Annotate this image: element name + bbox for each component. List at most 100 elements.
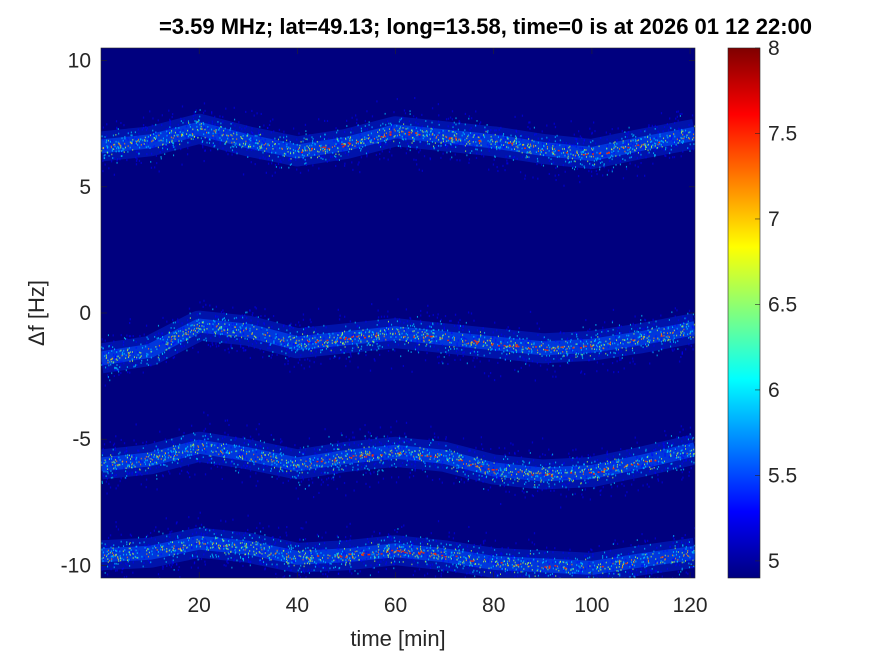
trace-speckle [108, 364, 110, 367]
trace-speckle [117, 355, 119, 358]
trace-speckle [682, 330, 684, 333]
trace-speckle [675, 117, 677, 120]
trace-speckle [174, 148, 176, 151]
trace-speckle [446, 136, 448, 139]
trace-speckle [119, 480, 121, 483]
trace-speckle [598, 145, 600, 148]
trace-speckle [515, 351, 518, 354]
trace-speckle [215, 132, 217, 134]
trace-speckle [644, 318, 646, 321]
trace-speckle [328, 158, 330, 161]
trace-speckle [475, 124, 477, 127]
trace-speckle [491, 138, 493, 141]
trace-speckle [676, 115, 678, 118]
trace-speckle [641, 144, 643, 146]
trace-speckle [224, 127, 226, 130]
trace-speckle [249, 337, 251, 340]
trace-hotspot [349, 142, 352, 145]
trace-speckle [135, 144, 137, 147]
trace-speckle [559, 144, 561, 147]
trace-speckle [327, 334, 329, 337]
trace-speckle [625, 152, 627, 154]
trace-speckle [622, 478, 624, 481]
trace-speckle [270, 433, 273, 437]
trace-speckle [186, 349, 188, 352]
trace-speckle [221, 437, 224, 440]
trace-speckle [111, 360, 113, 363]
trace-speckle [594, 338, 597, 341]
trace-speckle [111, 149, 113, 152]
trace-speckle [271, 353, 273, 356]
trace-speckle [360, 136, 362, 139]
trace-speckle [260, 145, 262, 147]
trace-speckle [197, 327, 199, 330]
trace-speckle [374, 342, 377, 345]
trace-speckle [451, 130, 453, 133]
trace-speckle [443, 142, 445, 146]
trace-speckle [377, 142, 379, 144]
trace-speckle [313, 470, 316, 473]
trace-speckle [199, 109, 201, 111]
trace-speckle [581, 163, 583, 166]
trace-speckle [371, 143, 373, 146]
trace-speckle [242, 346, 244, 350]
trace-speckle [412, 324, 414, 327]
trace-speckle [498, 133, 501, 136]
trace-speckle [546, 146, 548, 148]
trace-speckle [132, 364, 134, 367]
trace-speckle [529, 150, 531, 153]
trace-speckle [310, 334, 312, 337]
trace-speckle [390, 426, 392, 429]
trace-speckle [438, 114, 440, 117]
trace-speckle [682, 436, 684, 439]
trace-speckle [672, 332, 674, 334]
trace-speckle [426, 475, 429, 478]
trace-speckle [372, 141, 374, 144]
trace-speckle [667, 326, 669, 329]
trace-speckle [453, 339, 455, 341]
trace-speckle [341, 334, 343, 337]
trace-speckle [141, 346, 144, 349]
trace-speckle [131, 473, 133, 476]
trace-speckle [659, 143, 661, 145]
trace-speckle [412, 115, 415, 118]
trace-speckle [640, 465, 643, 468]
trace-speckle [535, 465, 537, 468]
trace-speckle [288, 159, 290, 162]
trace-speckle [495, 349, 498, 352]
trace-speckle [289, 327, 291, 330]
trace-speckle [302, 333, 304, 335]
trace-speckle [568, 161, 570, 164]
trace-speckle [356, 343, 358, 345]
trace-speckle [271, 451, 273, 454]
trace-speckle [362, 335, 364, 338]
trace-speckle [277, 145, 279, 148]
trace-speckle [533, 146, 535, 148]
trace-speckle [282, 154, 284, 157]
trace-speckle [443, 323, 445, 326]
trace-speckle [190, 324, 192, 327]
trace-speckle [126, 159, 128, 162]
trace-speckle [207, 461, 209, 464]
trace-speckle [425, 345, 427, 347]
trace-speckle [345, 365, 347, 368]
trace-speckle [568, 143, 571, 146]
trace-speckle [568, 360, 570, 362]
trace-speckle [526, 337, 528, 340]
trace-speckle [654, 124, 656, 127]
trace-speckle [180, 456, 183, 459]
trace-speckle [118, 142, 120, 145]
trace-speckle [417, 133, 419, 136]
trace-speckle [663, 335, 665, 337]
trace-speckle [514, 368, 516, 371]
trace-speckle [383, 330, 385, 333]
trace-speckle [172, 321, 174, 324]
trace-hotspot [514, 345, 517, 348]
trace-speckle [276, 353, 278, 356]
trace-speckle [552, 364, 554, 367]
trace-speckle [238, 340, 241, 343]
trace-speckle [351, 144, 353, 146]
trace-speckle [532, 459, 535, 462]
trace-speckle [122, 149, 124, 152]
trace-speckle [149, 134, 151, 137]
